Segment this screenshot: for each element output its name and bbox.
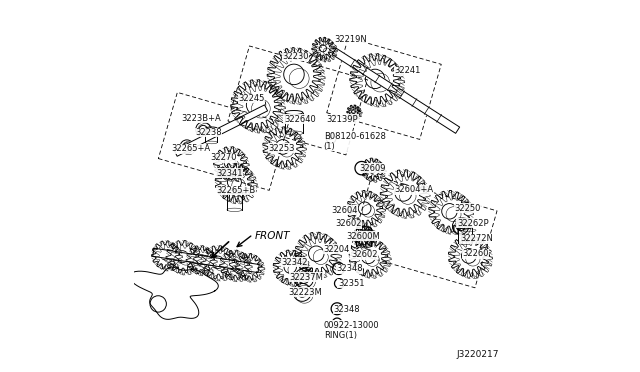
Text: 32223M: 32223M [288,288,322,296]
Text: 32262P: 32262P [457,219,488,228]
Text: 32342: 32342 [281,258,307,267]
Text: 32272N: 32272N [460,234,493,243]
Text: 00922-13000
RING(1): 00922-13000 RING(1) [324,321,380,340]
Text: 32245: 32245 [238,94,264,103]
Text: 32265+A: 32265+A [172,144,211,153]
Text: 32253: 32253 [268,144,294,153]
Polygon shape [174,105,268,156]
Text: 3223B+A: 3223B+A [182,114,221,123]
Text: 32237M: 32237M [289,273,323,282]
Text: 32604+A: 32604+A [394,185,433,194]
Text: B: B [328,135,333,141]
Text: 32348: 32348 [336,264,363,273]
Text: 32241: 32241 [394,66,420,75]
Text: 32238: 32238 [195,128,222,137]
Text: 32219N: 32219N [334,35,367,44]
Text: 32260: 32260 [462,249,488,258]
Text: 32204: 32204 [324,245,350,254]
Text: FRONT: FRONT [255,231,291,241]
Text: B08120-61628
(1): B08120-61628 (1) [324,132,385,151]
Text: 32270: 32270 [211,153,237,162]
Text: 32348: 32348 [333,305,360,314]
Text: 32604: 32604 [331,206,358,215]
Text: 32600M: 32600M [346,232,380,241]
Polygon shape [153,248,259,273]
Text: 32139P: 32139P [326,115,358,124]
Text: 32351: 32351 [338,279,364,288]
Text: 322640: 322640 [284,115,316,124]
Text: 32341: 32341 [216,169,243,178]
Text: 32230: 32230 [282,52,308,61]
Text: 32265+B: 32265+B [216,186,256,195]
Text: J3220217: J3220217 [456,350,499,359]
Text: 32602: 32602 [351,250,378,259]
Text: 32609: 32609 [359,164,385,173]
Polygon shape [332,48,460,133]
Text: 32250: 32250 [454,204,481,213]
Text: 32602: 32602 [335,219,362,228]
